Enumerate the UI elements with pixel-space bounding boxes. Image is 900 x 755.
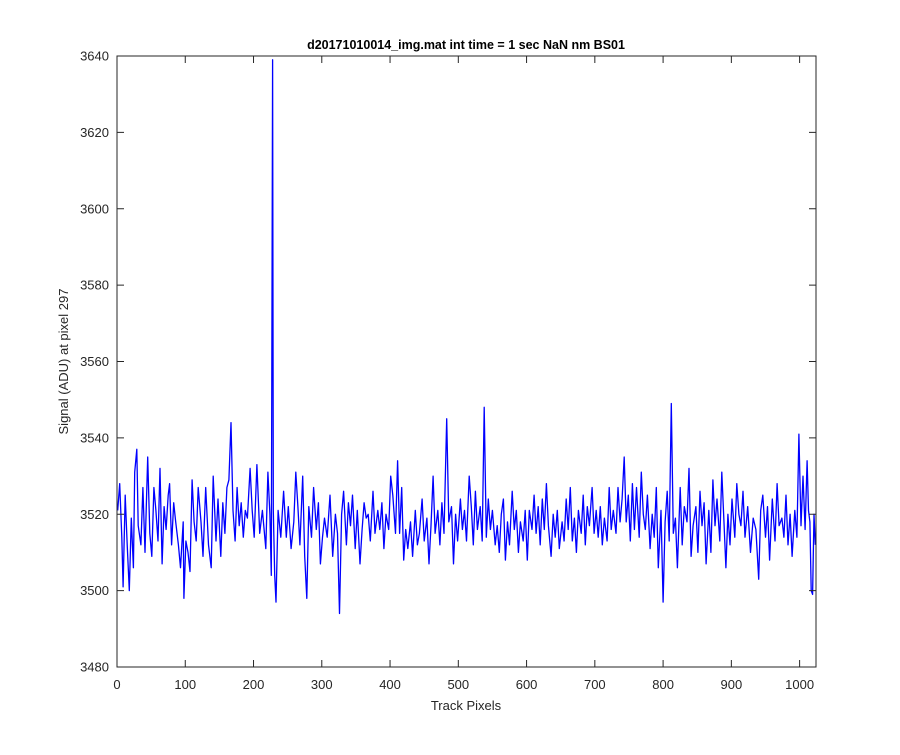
y-tick-label-3540: 3540 xyxy=(80,430,109,445)
x-tick-label-700: 700 xyxy=(584,677,606,692)
x-tick-label-0: 0 xyxy=(113,677,120,692)
axes-layer xyxy=(116,55,817,668)
series-layer xyxy=(117,59,816,615)
x-tick-label-900: 900 xyxy=(721,677,743,692)
y-tick-label-3620: 3620 xyxy=(80,125,109,140)
x-tick-label-100: 100 xyxy=(174,677,196,692)
y-tick-label-3480: 3480 xyxy=(80,660,109,675)
y-tick-label-3600: 3600 xyxy=(80,201,109,216)
y-tick-label-3640: 3640 xyxy=(80,49,109,64)
x-tick-label-600: 600 xyxy=(516,677,538,692)
x-tick-label-300: 300 xyxy=(311,677,333,692)
tick-label-layer: 0 100 200 300 400 500 600 700 800 900 1000 3480 3500… xyxy=(80,49,814,693)
x-tick-label-500: 500 xyxy=(447,677,469,692)
plot-area xyxy=(117,56,816,667)
x-tick-label-1000: 1000 xyxy=(785,677,814,692)
y-tick-label-3520: 3520 xyxy=(80,507,109,522)
chart-title: d20171010014_img.mat int time = 1 sec Na… xyxy=(307,38,625,52)
y-tick-label-3560: 3560 xyxy=(80,354,109,369)
y-axis-label: Signal (ADU) at pixel 297 xyxy=(56,289,71,435)
y-tick-label-3500: 3500 xyxy=(80,583,109,598)
series-line-1 xyxy=(117,59,816,615)
y-tick-label-3580: 3580 xyxy=(80,278,109,293)
x-tick-label-400: 400 xyxy=(379,677,401,692)
x-tick-label-800: 800 xyxy=(652,677,674,692)
x-axis-label: Track Pixels xyxy=(431,698,502,713)
x-tick-label-200: 200 xyxy=(243,677,265,692)
